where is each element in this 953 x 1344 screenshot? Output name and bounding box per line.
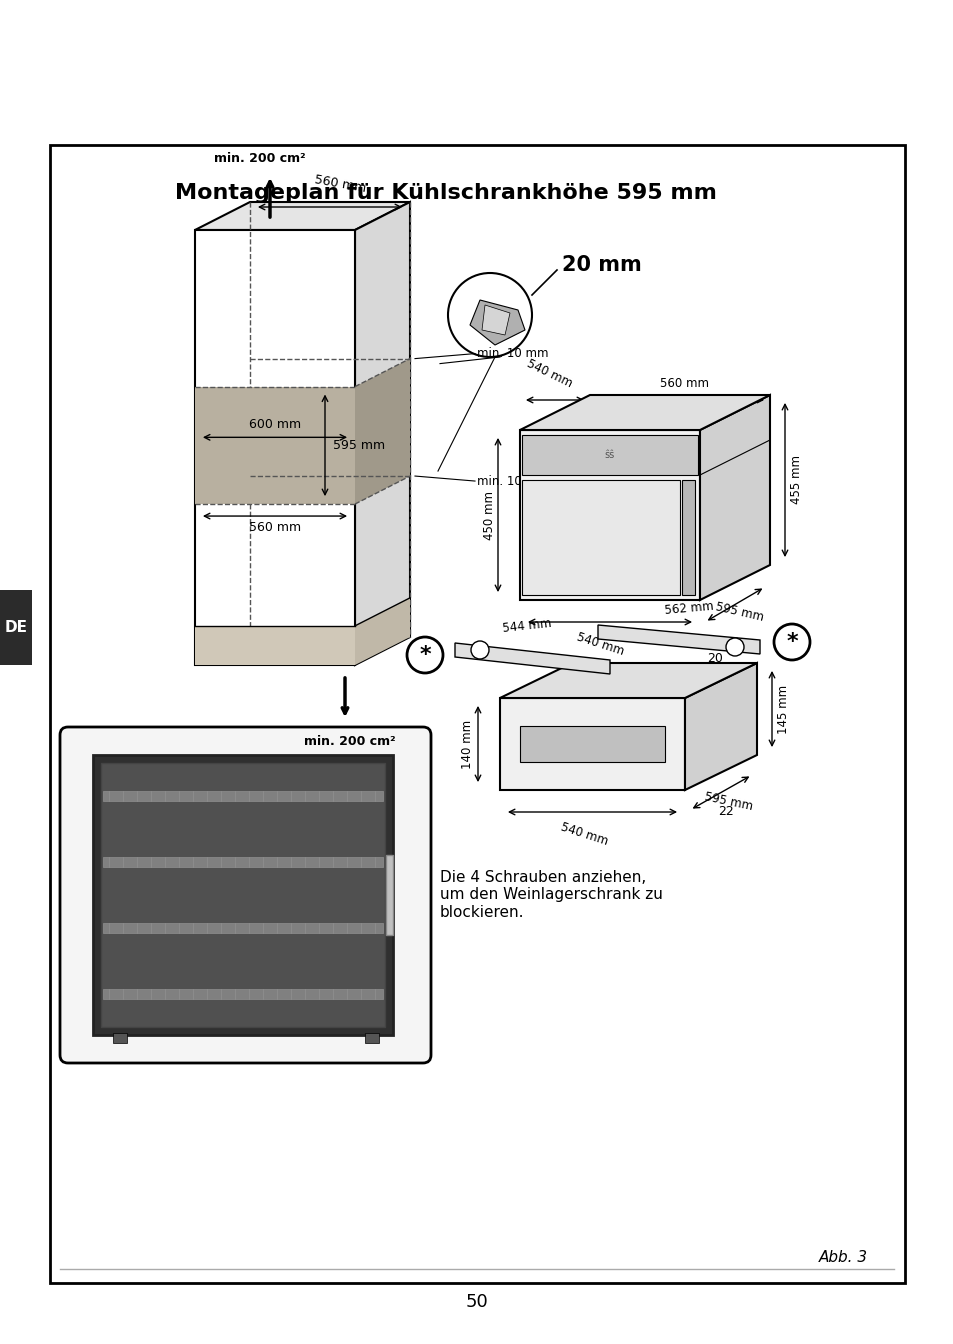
Text: min. 200 cm²: min. 200 cm² [304,735,395,749]
Text: 450 mm: 450 mm [483,491,496,539]
Text: Montageplan für Kühlschrankhöhe 595 mm: Montageplan für Kühlschrankhöhe 595 mm [174,183,716,203]
Text: 455 mm: 455 mm [789,456,802,504]
Text: min. 10 mm: min. 10 mm [476,474,548,488]
Polygon shape [103,989,382,999]
Text: 20 mm: 20 mm [561,255,641,276]
Polygon shape [92,755,393,1035]
Polygon shape [681,480,695,595]
Polygon shape [103,857,382,867]
Text: 20: 20 [706,652,722,664]
Polygon shape [499,663,757,698]
Polygon shape [519,395,769,430]
FancyBboxPatch shape [60,727,431,1063]
Text: 595 mm: 595 mm [714,599,764,624]
Polygon shape [684,663,757,790]
FancyBboxPatch shape [0,590,32,665]
Text: 140 mm: 140 mm [461,719,474,769]
Polygon shape [598,625,760,655]
Polygon shape [103,792,382,801]
Polygon shape [481,305,510,335]
Polygon shape [365,1034,378,1043]
Text: 50: 50 [465,1293,488,1310]
FancyBboxPatch shape [50,145,904,1284]
Polygon shape [101,763,385,1027]
Text: 560 mm: 560 mm [249,521,301,534]
Text: min. 200 cm²: min. 200 cm² [214,152,306,165]
Polygon shape [194,230,355,665]
Text: 595 mm: 595 mm [333,439,385,452]
Text: 540 mm: 540 mm [558,820,609,848]
Text: 560 mm: 560 mm [659,378,709,390]
Text: min. 10 mm: min. 10 mm [476,347,548,360]
Polygon shape [194,626,355,665]
Polygon shape [112,1034,127,1043]
Text: 22: 22 [718,805,733,818]
Text: DE: DE [5,620,28,634]
Text: 600 mm: 600 mm [249,418,301,431]
Circle shape [471,641,489,659]
Polygon shape [355,598,410,665]
Text: 595 mm: 595 mm [703,790,754,813]
Polygon shape [386,855,393,935]
Text: *: * [418,645,431,665]
Text: 540 mm: 540 mm [524,358,575,390]
Polygon shape [355,359,410,504]
Circle shape [725,638,743,656]
Polygon shape [519,726,664,762]
Polygon shape [194,387,355,504]
Text: 540 mm: 540 mm [574,630,624,657]
Text: 544 mm: 544 mm [502,617,552,634]
Polygon shape [355,202,410,665]
Text: ŝŝ: ŝŝ [604,450,615,460]
Text: 560 mm: 560 mm [313,173,366,195]
Text: Die 4 Schrauben anziehen,
um den Weinlagerschrank zu
blockieren.: Die 4 Schrauben anziehen, um den Weinlag… [439,870,662,919]
Polygon shape [521,435,698,474]
Polygon shape [521,480,679,595]
Polygon shape [519,430,700,599]
Text: 145 mm: 145 mm [776,684,789,734]
Polygon shape [700,395,769,599]
Text: Abb. 3: Abb. 3 [818,1250,867,1266]
Text: *: * [785,632,797,652]
Polygon shape [499,698,684,790]
Polygon shape [194,202,410,230]
Polygon shape [470,300,524,345]
Text: 562 mm: 562 mm [663,599,713,617]
Polygon shape [455,642,609,673]
Polygon shape [103,923,382,933]
